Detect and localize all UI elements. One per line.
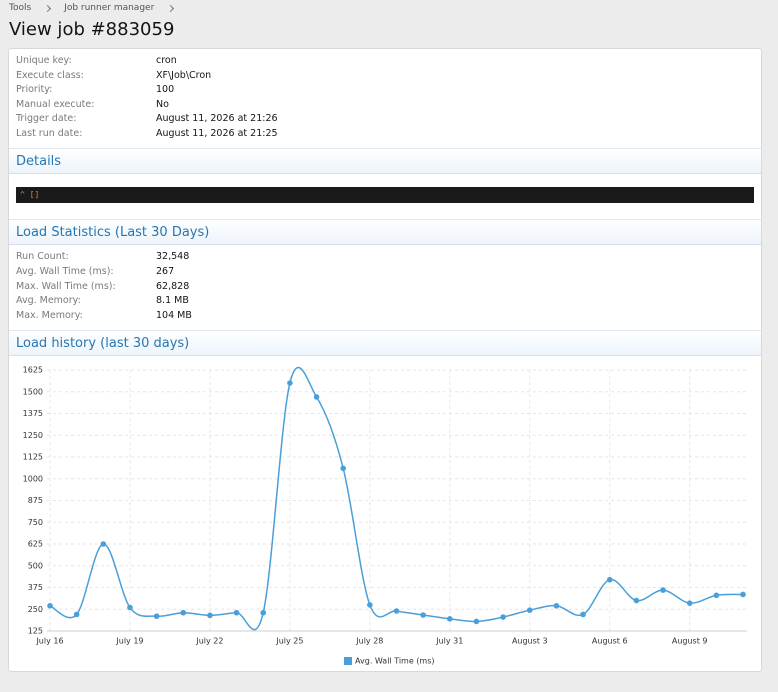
row-label: Max. Memory:: [16, 310, 83, 322]
x-tick-label: July 28: [355, 637, 383, 646]
data-point: [367, 602, 373, 608]
data-point: [473, 618, 480, 625]
row-value: 100: [156, 84, 175, 96]
legend-label: Avg. Wall Time (ms): [355, 657, 435, 666]
section-header: Load Statistics (Last 30 Days): [9, 219, 761, 245]
data-point: [553, 602, 560, 609]
data-point: [287, 380, 293, 386]
row-label: Trigger date:: [16, 113, 77, 125]
breadcrumb: Tools Job runner manager: [9, 3, 179, 13]
legend-swatch: [344, 657, 352, 665]
row-label: Last run date:: [16, 128, 83, 139]
chart: 125 250 375 500 625 750 875 1000 1125 1250 1375 150…: [23, 366, 747, 666]
row-value: August 11, 2026 at 21:25: [156, 128, 278, 139]
row-label: Avg. Memory:: [16, 295, 81, 307]
y-tick-label: 250: [28, 605, 43, 614]
data-point: [47, 602, 53, 609]
x-tick-label: July 19: [115, 637, 143, 646]
row-value: 32,548: [156, 251, 190, 262]
row-label: Run Count:: [16, 251, 69, 262]
separator: [44, 4, 52, 13]
data-point: [180, 609, 187, 616]
page-title: View job #883059: [9, 19, 175, 40]
data-point: [340, 465, 346, 472]
series-line: [49, 366, 744, 631]
code-block: ^ []: [16, 187, 754, 203]
data-point: [260, 609, 267, 616]
data-point: [526, 607, 533, 613]
row-label: Unique key:: [16, 55, 72, 66]
data-point: [207, 612, 213, 619]
separator: [167, 4, 175, 13]
row-label: Manual execute:: [16, 98, 95, 110]
row-value: No: [156, 98, 169, 110]
data-point: [233, 609, 240, 616]
data-point: [740, 591, 746, 598]
data-point: [633, 597, 640, 604]
y-tick-label: 125: [28, 627, 43, 636]
section-header: Details: [9, 148, 761, 174]
data-point: [313, 394, 320, 400]
data-point: [420, 612, 426, 618]
x-tick-label: August 9: [672, 637, 708, 646]
row-label: Priority:: [16, 84, 53, 96]
row-value: XF\Job\Cron: [156, 69, 212, 81]
y-tick-label: 1500: [23, 387, 43, 396]
data-point: [580, 611, 586, 618]
row-value: August 11, 2026 at 21:26: [156, 113, 278, 125]
data-point: [100, 541, 107, 547]
x-tick-label: July 25: [275, 637, 303, 646]
row-label: Max. Wall Time (ms):: [16, 280, 116, 292]
x-tick-label: July 31: [435, 637, 463, 646]
data-point: [660, 587, 666, 593]
y-tick-label: 1625: [23, 366, 43, 375]
row-value: 104 MB: [156, 310, 192, 322]
row-label: Execute class:: [16, 69, 84, 81]
y-tick-label: 375: [28, 583, 43, 592]
data-point: [73, 611, 80, 618]
data-point: [713, 592, 720, 599]
row-value: 62,828: [156, 280, 190, 292]
row-value: 267: [156, 265, 175, 277]
row-value: 8.1 MB: [156, 295, 189, 307]
data-point: [153, 613, 160, 620]
x-tick-label: July 22: [195, 637, 223, 646]
y-tick-label: 500: [28, 561, 43, 570]
data-point: [127, 604, 133, 611]
data-point: [686, 600, 693, 606]
x-tick-label: August 3: [512, 637, 548, 646]
y-tick-label: 875: [28, 496, 43, 505]
row-label: Avg. Wall Time (ms):: [16, 265, 114, 277]
data-point: [393, 608, 400, 614]
x-tick-label: July 16: [35, 637, 63, 646]
section-header: Load history (last 30 days): [9, 330, 761, 356]
y-tick-label: 1000: [23, 474, 43, 483]
crumb[interactable]: Job runner manager: [64, 3, 155, 13]
crumb[interactable]: Tools: [9, 3, 32, 13]
data-point: [447, 616, 453, 622]
y-tick-label: 750: [28, 518, 43, 527]
row-value: cron: [156, 55, 177, 66]
data-point: [606, 576, 613, 583]
y-tick-label: 1125: [23, 453, 43, 462]
y-tick-label: 1250: [23, 431, 43, 440]
y-tick-label: 1375: [23, 409, 43, 418]
data-point: [500, 614, 506, 620]
x-tick-label: August 6: [592, 637, 628, 646]
y-tick-label: 625: [28, 540, 43, 549]
